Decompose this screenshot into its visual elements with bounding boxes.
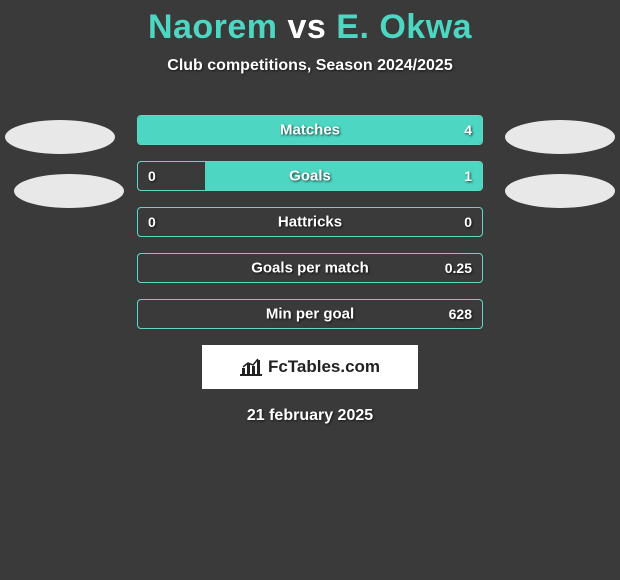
- stat-value-right: 1: [464, 168, 472, 184]
- player2-avatar-ellipse-bottom: [505, 174, 615, 208]
- comparison-title: Naorem vs E. Okwa: [0, 0, 620, 47]
- player1-avatar-ellipse-bottom: [14, 174, 124, 208]
- chart-icon: [240, 358, 262, 376]
- stat-value-left: 0: [148, 214, 156, 230]
- fctables-logo[interactable]: FcTables.com: [202, 345, 418, 389]
- player2-name: E. Okwa: [336, 8, 472, 46]
- stat-row-matches: Matches 4: [137, 115, 483, 145]
- stat-row-goals-per-match: Goals per match 0.25: [137, 253, 483, 283]
- subtitle: Club competitions, Season 2024/2025: [0, 57, 620, 75]
- stat-row-min-per-goal: Min per goal 628: [137, 299, 483, 329]
- player1-avatar-ellipse-top: [5, 120, 115, 154]
- stat-fill-right: [205, 162, 482, 190]
- stats-container: Matches 4 0 Goals 1 0 Hattricks 0 Goals …: [137, 115, 483, 329]
- player2-avatar-ellipse-top: [505, 120, 615, 154]
- stat-label: Matches: [280, 122, 340, 139]
- date-text: 21 february 2025: [0, 407, 620, 425]
- stat-label: Goals per match: [251, 260, 369, 277]
- logo-text: FcTables.com: [268, 357, 380, 377]
- player1-name: Naorem: [148, 8, 278, 46]
- stat-value-left: 0: [148, 168, 156, 184]
- stat-label: Hattricks: [278, 214, 342, 231]
- stat-label: Min per goal: [266, 306, 354, 323]
- stat-value-right: 0: [464, 214, 472, 230]
- stat-label: Goals: [289, 168, 331, 185]
- stat-value-right: 628: [449, 306, 472, 322]
- vs-text: vs: [288, 8, 327, 46]
- stat-value-right: 0.25: [445, 260, 472, 276]
- stat-row-goals: 0 Goals 1: [137, 161, 483, 191]
- stat-value-right: 4: [464, 122, 472, 138]
- stat-row-hattricks: 0 Hattricks 0: [137, 207, 483, 237]
